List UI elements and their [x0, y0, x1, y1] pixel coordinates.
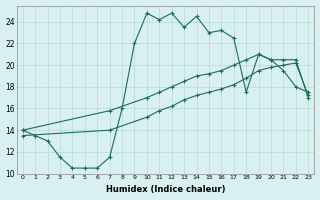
X-axis label: Humidex (Indice chaleur): Humidex (Indice chaleur): [106, 185, 225, 194]
